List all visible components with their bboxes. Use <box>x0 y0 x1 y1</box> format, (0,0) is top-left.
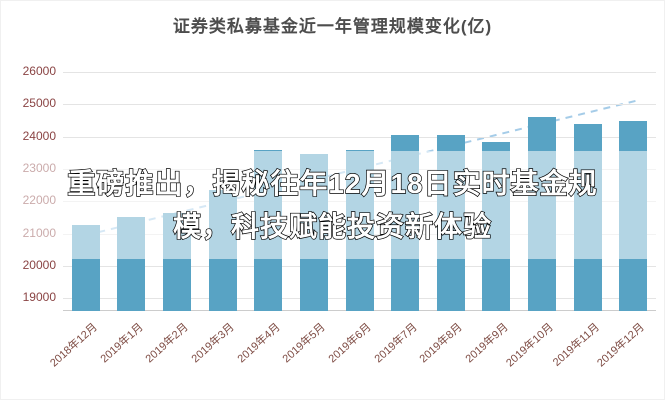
promo-banner-line1: 重磅推出，揭秘往年12月18日实时基金规 <box>67 167 598 199</box>
y-axis-label: 19000 <box>22 290 56 305</box>
x-axis-label: 2019年2月 <box>143 321 192 366</box>
y-axis-label: 26000 <box>22 64 56 79</box>
x-axis-label: 2019年11月 <box>550 321 602 369</box>
y-axis-label: 20000 <box>22 257 56 272</box>
promo-banner: 重磅推出，揭秘往年12月18日实时基金规 模，科技赋能投资新体验 <box>1 151 664 259</box>
gridline <box>63 72 656 74</box>
x-axis-label: 2019年5月 <box>280 321 328 366</box>
x-axis-label: 2019年6月 <box>326 321 374 366</box>
x-axis-label: 2019年10月 <box>504 321 557 370</box>
x-axis-label: 2019年3月 <box>189 321 237 366</box>
x-axis-label: 2019年8月 <box>417 321 465 366</box>
promo-banner-line2: 模，科技赋能投资新体验 <box>172 210 492 242</box>
x-axis-label: 2019年1月 <box>98 321 146 366</box>
gridline <box>63 136 656 138</box>
gridline <box>63 104 656 106</box>
x-axis-label: 2019年12月 <box>595 321 648 370</box>
chart-title: 证券类私募基金近一年管理规模变化(亿) <box>172 17 493 36</box>
x-axis-label: 2019年4月 <box>235 321 283 366</box>
x-axis-label: 2019年7月 <box>372 321 420 366</box>
y-axis-label: 24000 <box>22 128 56 143</box>
y-axis-label: 25000 <box>22 96 56 111</box>
x-axis-label: 2018年12月 <box>48 321 100 370</box>
